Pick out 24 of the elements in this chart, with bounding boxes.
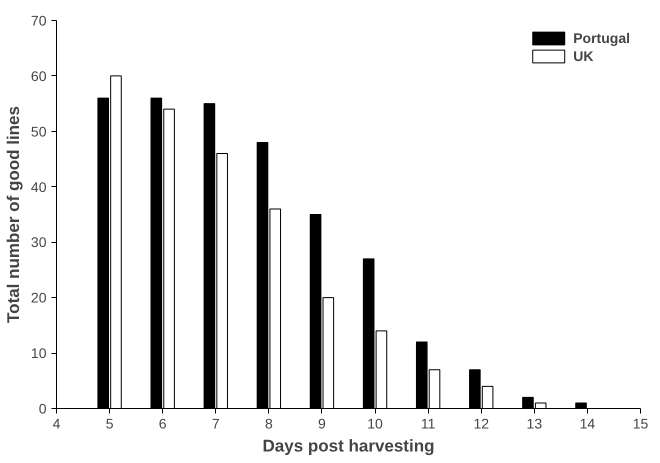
x-tick-label: 8 — [264, 416, 273, 432]
y-tick-label: 50 — [30, 123, 47, 140]
y-tick-label: 60 — [30, 68, 47, 84]
legend-label: UK — [573, 48, 594, 64]
x-axis-title: Days post harvesting — [262, 436, 434, 456]
x-tick-label: 14 — [580, 416, 596, 432]
legend-label: Portugal — [573, 30, 630, 46]
y-tick-label: 20 — [30, 290, 47, 306]
y-tick-label: 70 — [30, 12, 47, 28]
x-tick-label: 6 — [158, 416, 167, 432]
x-tick-label: 5 — [106, 416, 114, 432]
x-tick-label: 4 — [52, 416, 61, 432]
x-tick-label: 13 — [526, 416, 542, 432]
x-tick-label: 11 — [420, 416, 436, 432]
x-tick-label: 7 — [212, 416, 220, 432]
x-tick-label: 12 — [473, 416, 490, 432]
y-tick-label: 10 — [30, 345, 47, 362]
y-tick-label: 40 — [30, 178, 47, 195]
y-axis-title: Total number of good lines — [4, 106, 23, 323]
x-tick-label: 10 — [367, 416, 384, 432]
x-tick-label: 15 — [632, 416, 648, 432]
y-tick-label: 0 — [38, 400, 47, 416]
x-tick-label: 9 — [318, 416, 326, 432]
y-tick-label: 30 — [30, 234, 47, 250]
